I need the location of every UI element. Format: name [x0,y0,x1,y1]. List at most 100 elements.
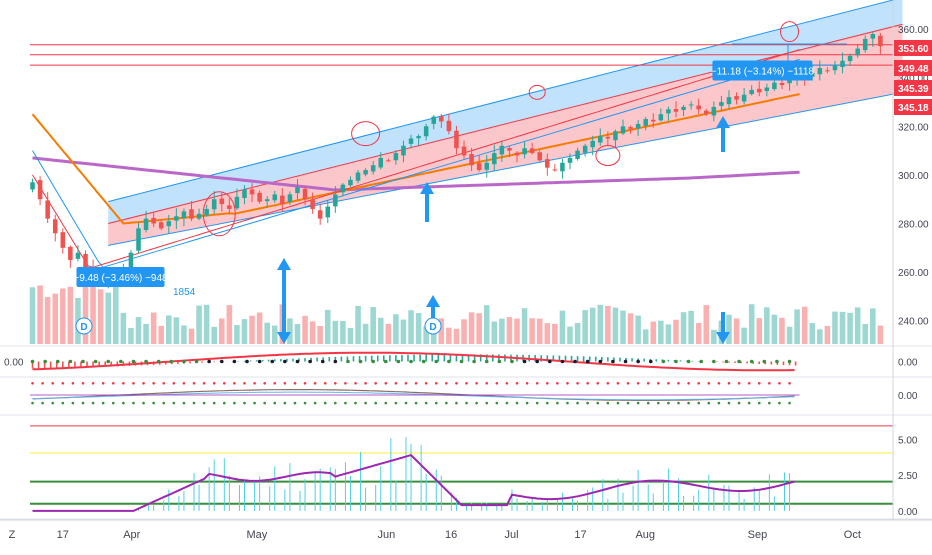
candle-body [741,94,747,102]
zero-dot [497,359,502,364]
volume-bar [150,312,157,344]
candle-body [688,104,694,106]
dotted-level-mark [414,401,418,405]
candle-body [37,180,43,200]
dotted-level-mark [364,382,367,385]
volume-bar [627,313,634,344]
oscillator-line [32,389,795,401]
volume-bar [211,326,217,344]
candle-body [840,60,845,67]
volume-bar [196,305,202,344]
candle-body [711,106,717,116]
dotted-level-mark [626,401,630,405]
dotted-level-mark [414,382,418,385]
dotted-level-mark [757,382,761,385]
volume-bar [559,310,566,344]
dotted-level-mark [212,382,216,385]
measure-label-text: −11.18 (−3.14%) −1118 [711,66,815,77]
zero-dot [232,359,237,364]
volume-bar [271,325,278,344]
dotted-level-mark [243,382,246,385]
volume-bar [393,314,399,344]
volume-bar [870,308,876,344]
candle-body [492,153,497,165]
zero-dot [712,359,716,364]
zero-dot [245,359,249,364]
candle-body [60,232,66,248]
dotted-level-mark [313,382,317,385]
dotted-level-mark [283,401,287,405]
volume-bar [695,323,702,344]
volume-bar [809,323,816,344]
dotted-level-mark [61,401,65,405]
zero-dot [749,359,754,364]
volume-bar [60,288,66,344]
volume-bar [415,313,422,344]
candle-body [302,188,308,200]
zero-dot [119,359,123,364]
volume-bar [226,305,233,344]
indicator-line [32,453,795,512]
candle-body [242,189,247,198]
candle-body [68,246,73,260]
volume-bar [801,306,808,344]
zero-dot [686,359,691,364]
dotted-level-mark [61,382,65,385]
dotted-level-mark [434,382,438,385]
dotted-level-mark [697,401,700,405]
down-arrow [721,312,725,333]
candle-body [484,162,490,170]
indicator-tick-label: 0.00 [898,391,918,402]
dotted-level-mark [273,382,277,385]
volume-bar [582,310,588,344]
time-tick-label: 17 [574,529,586,541]
up-arrow [426,295,440,307]
candle-body [423,126,429,137]
price-tick-label: 320.00 [898,122,929,133]
dotted-level-mark [475,382,478,385]
volume-bar [794,309,800,344]
dotted-level-mark [788,401,791,405]
dotted-level-mark [111,382,115,385]
candle-body [590,140,595,148]
dotted-level-mark [677,382,680,385]
candle-body [772,82,777,89]
candle-body [560,162,565,172]
volume-bar [642,329,649,344]
dotted-level-mark [768,382,771,385]
candle-body [787,80,792,84]
candle-body [529,148,535,154]
dotted-level-mark [101,382,105,385]
volume-bar [597,304,604,344]
dotted-level-mark [576,382,579,385]
dotted-level-mark [455,401,458,405]
zero-dot [484,359,489,364]
volume-bar [446,327,452,344]
dotted-level-mark [132,382,135,385]
dotted-level-mark [344,382,347,385]
volume-bar [143,323,149,344]
dotted-level-mark [747,401,751,405]
dotted-level-mark [535,382,539,385]
dotted-level-mark [717,401,721,405]
dotted-level-mark [41,401,44,405]
zero-dot [434,359,439,364]
candle-body [211,199,217,210]
dotted-level-mark [172,401,176,405]
candle-body [128,252,134,268]
dotted-level-mark [293,382,297,385]
candle-body [158,222,164,229]
dotted-level-mark [31,401,34,405]
zero-dot [358,359,363,364]
volume-bar [264,322,270,344]
candle-body [439,116,444,122]
volume-bar [82,277,89,344]
dotted-level-mark [162,382,166,385]
candle-body [174,216,179,221]
volume-bar [317,326,323,344]
candle-body [476,163,482,171]
dotted-level-mark [515,401,519,405]
candle-body [756,88,762,93]
zero-dot [674,359,678,364]
candle-body [386,160,391,162]
